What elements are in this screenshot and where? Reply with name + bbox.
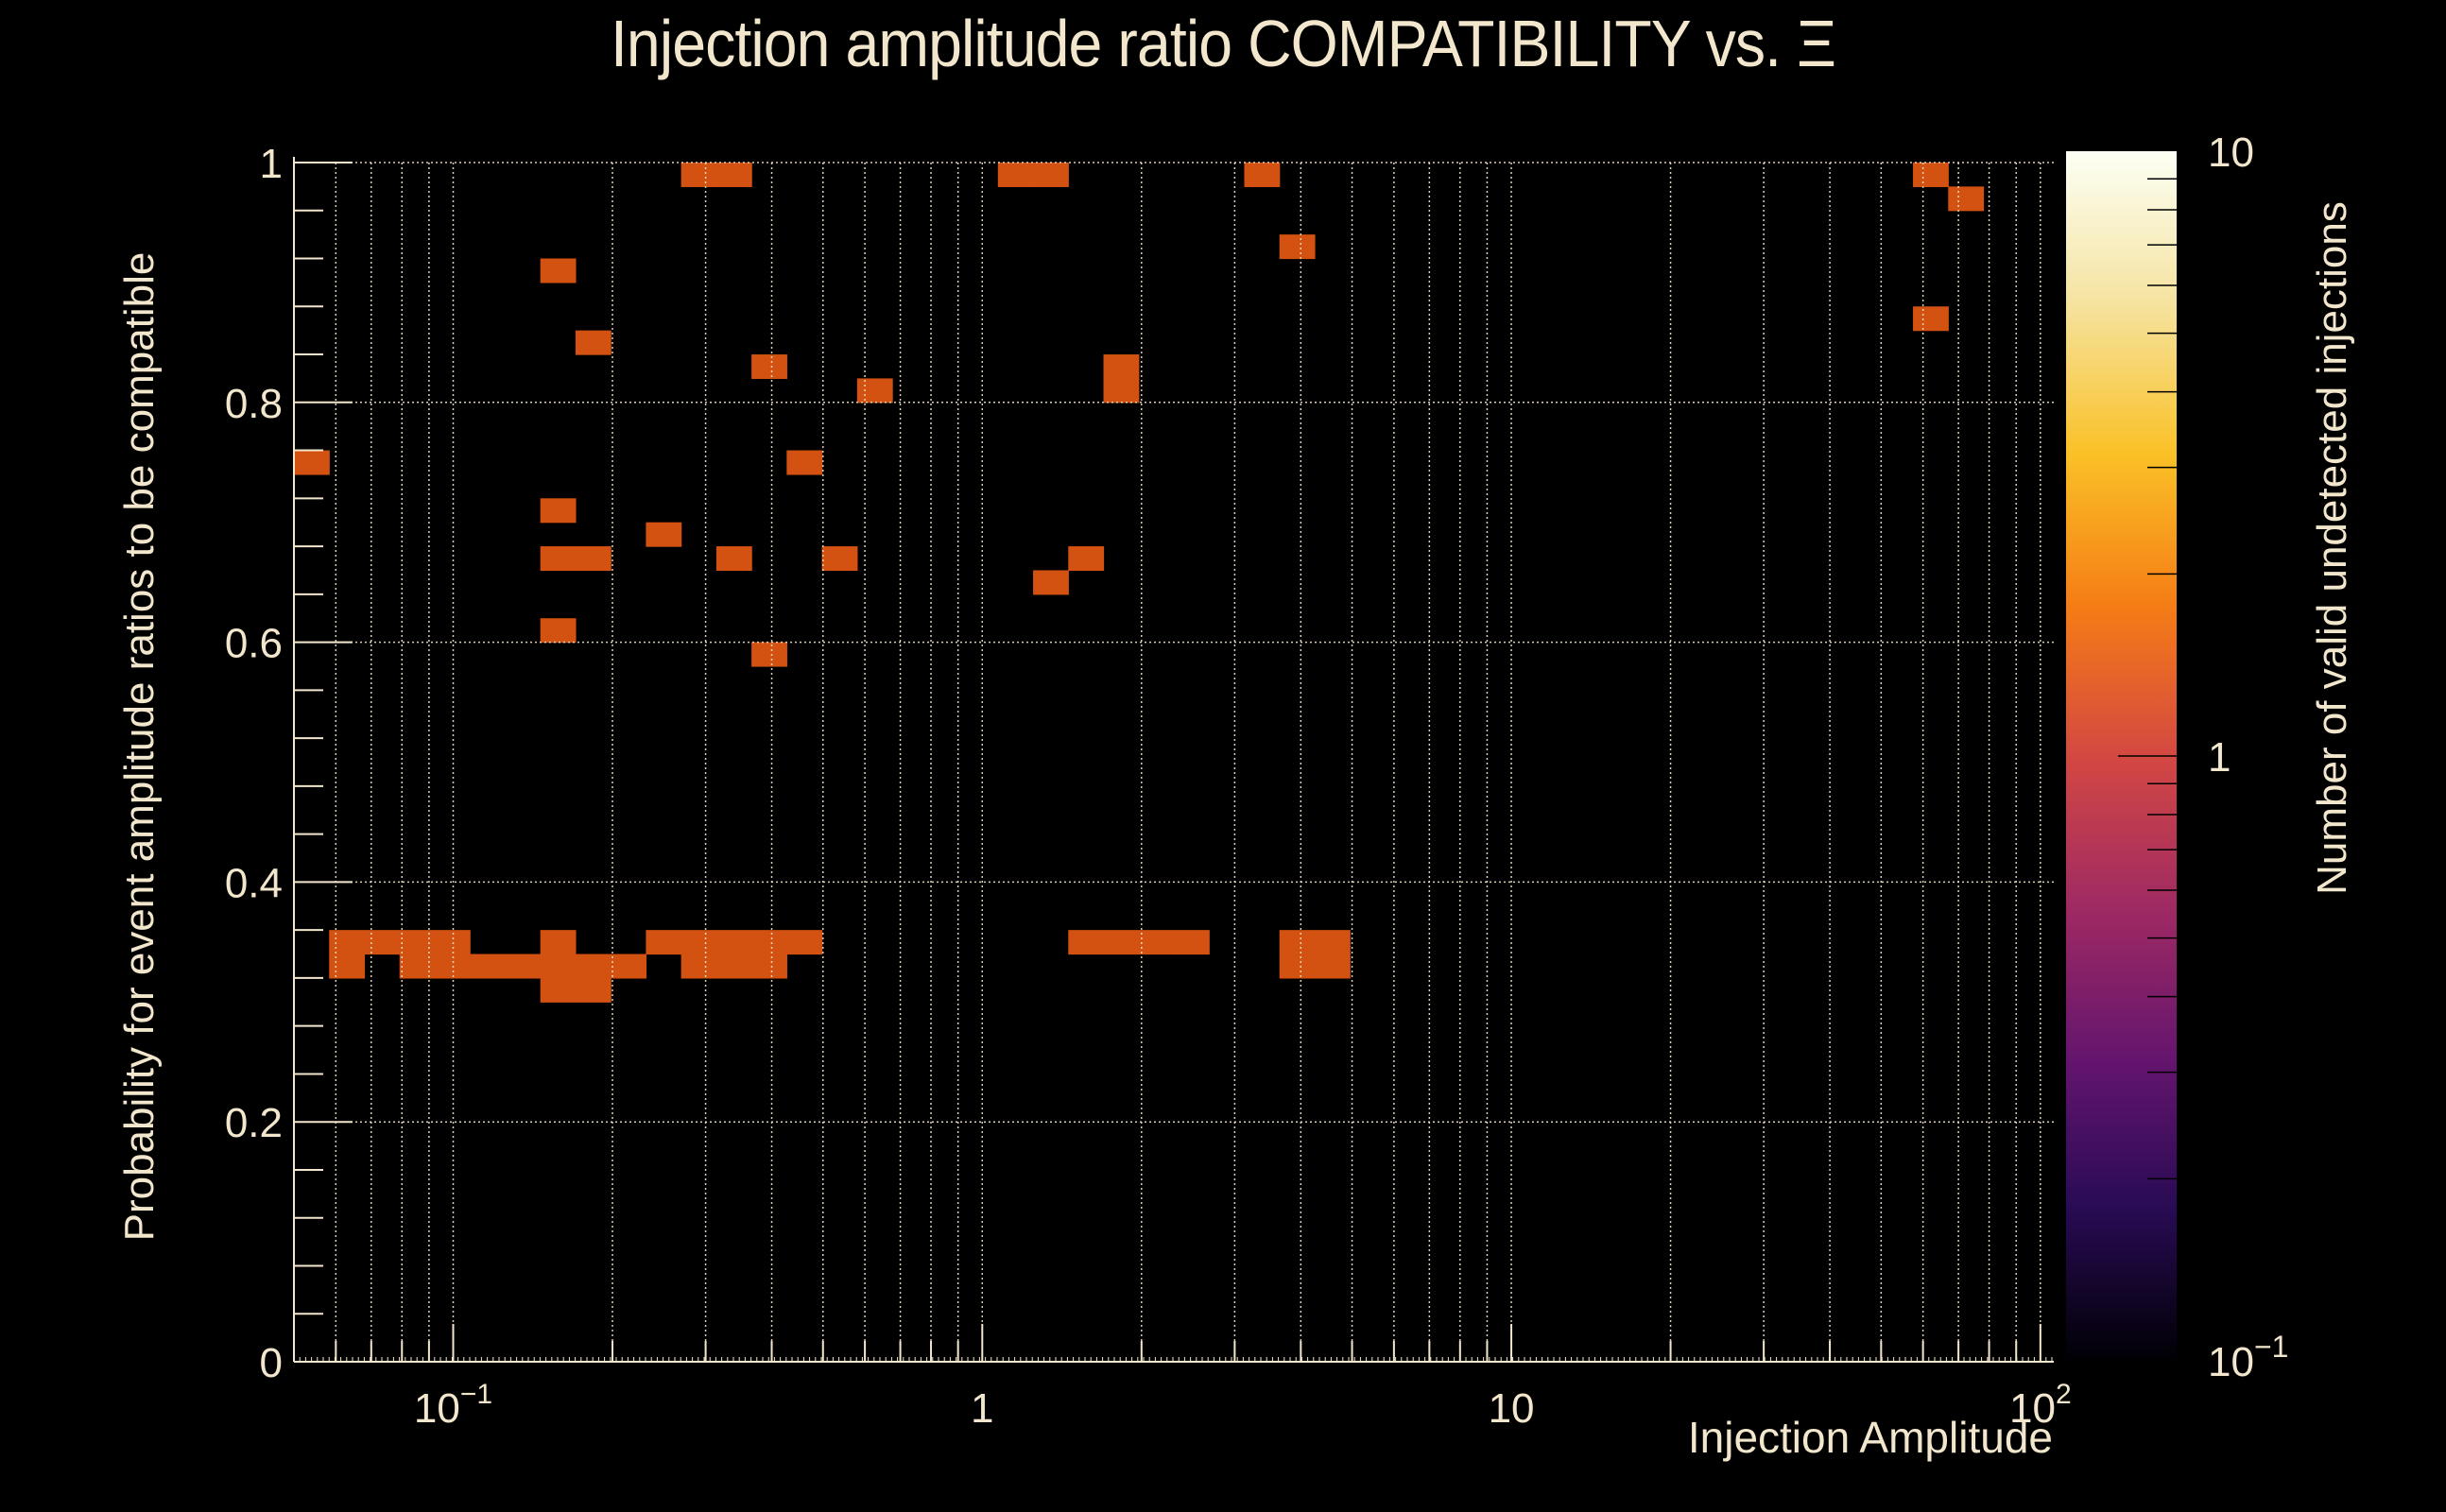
heatmap-cell [540, 930, 577, 955]
heatmap-cell [751, 642, 787, 667]
heatmap-cell [1068, 930, 1105, 955]
y-tick-label: 0.8 [225, 381, 283, 427]
colorbar-tick-label: 10−1 [2208, 1330, 2288, 1385]
heatmap-cell [646, 930, 682, 955]
heatmap-cell [715, 163, 752, 187]
heatmap-cell [1103, 378, 1140, 404]
heatmap-cell [1279, 930, 1316, 955]
colorbar-tick-exponent: −1 [2254, 1330, 2288, 1364]
chart-title: Injection amplitude ratio COMPATIBILITY … [610, 7, 1836, 80]
heatmap-cell [1068, 546, 1105, 572]
heatmap-cell [540, 618, 577, 644]
x-axis-label: Injection Amplitude [1687, 1413, 2053, 1462]
heatmap-cell [786, 930, 823, 955]
y-tick-label: 1 [260, 141, 283, 187]
heatmap-cell [575, 977, 612, 1003]
heatmap-cell [399, 954, 436, 979]
heatmap-cell [575, 546, 612, 572]
heatmap-cell [540, 498, 577, 524]
heatmap-cell [680, 954, 717, 979]
heatmap-cell [821, 546, 858, 572]
heatmap-cell [1913, 163, 1949, 187]
colorbar: 10−1 1 10 [2066, 129, 2288, 1385]
heatmap-cell [540, 258, 577, 284]
heatmap-cell [856, 378, 893, 404]
heatmap-cells [294, 163, 1985, 1003]
colorbar-tick-label: 1 [2208, 734, 2231, 781]
heatmap-cell [1244, 163, 1281, 187]
x-tick-label: 10−1 [414, 1379, 492, 1432]
heatmap-cell [1279, 234, 1316, 260]
heatmap-cell [294, 450, 330, 475]
heatmap-cell [575, 954, 612, 979]
heatmap-cell [364, 930, 401, 955]
x-tick-exponent: 2 [2056, 1379, 2072, 1410]
heatmap-cell [680, 163, 717, 187]
heatmap-cell [505, 954, 542, 979]
heatmap-cell [646, 522, 682, 547]
y-tick-label: 0.4 [225, 860, 283, 906]
heatmap-cell [1948, 186, 1985, 212]
x-tick-label: 10 [1489, 1385, 1535, 1432]
y-tick-label: 0.2 [225, 1100, 283, 1146]
x-tick-label: 102 [2009, 1379, 2072, 1432]
heatmap-cell [751, 354, 787, 380]
heatmap-cell [329, 930, 366, 955]
heatmap-cell [540, 977, 577, 1003]
heatmap-cell [399, 930, 436, 955]
heatmap-cell [1314, 930, 1351, 955]
y-tick-label: 0.6 [225, 621, 283, 667]
heatmap-cell [1279, 954, 1316, 979]
heatmap-cell [751, 954, 787, 979]
heatmap-cell [329, 954, 366, 979]
heatmap-cell [715, 954, 752, 979]
heatmap-cell [680, 930, 717, 955]
heatmap-cell [1314, 954, 1351, 979]
heatmap-cell [1103, 354, 1140, 380]
y-tick-label: 0 [260, 1340, 283, 1386]
heatmap-cell [1033, 570, 1069, 595]
heatmap-cell [1174, 930, 1210, 955]
x-tick-label: 1 [971, 1385, 993, 1432]
heatmap-cell [470, 954, 507, 979]
colorbar-tick-label: 10 [2208, 129, 2254, 176]
heatmap-cell [715, 930, 752, 955]
x-tick-exponent: −1 [460, 1379, 492, 1410]
heatmap-cell [1033, 163, 1069, 187]
heatmap-cell [540, 546, 577, 572]
heatmap-cell [1103, 930, 1140, 955]
heatmap-cell [751, 930, 787, 955]
heatmap-cell [1913, 306, 1949, 332]
heatmap-cell [715, 546, 752, 572]
heatmap-cell [540, 954, 577, 979]
heatmap-cell [786, 450, 823, 475]
heatmap-cell [611, 954, 646, 979]
heatmap-cell [1138, 930, 1175, 955]
heatmap-cell [997, 163, 1034, 187]
grid-lines [293, 162, 2054, 1363]
axes: 0 0.2 0.4 0.6 0.8 1 10−1 1 10 102 [225, 141, 2072, 1432]
heatmap-cell [575, 330, 612, 355]
